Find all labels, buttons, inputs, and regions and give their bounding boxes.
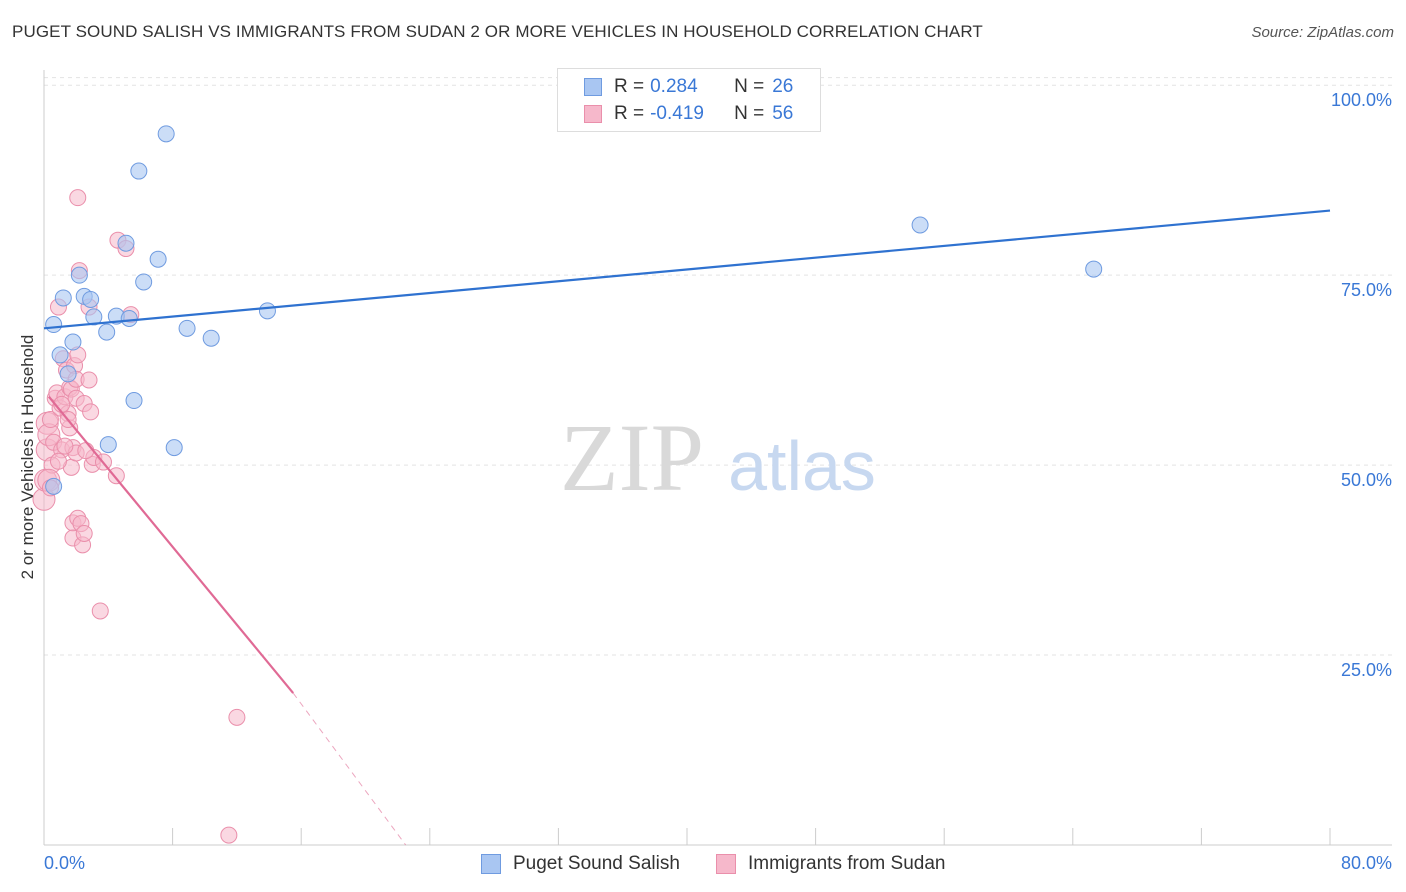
n-value: 56	[772, 102, 794, 124]
legend-label-sudan: Immigrants from Sudan	[748, 853, 946, 874]
data-point-sudan	[220, 826, 238, 844]
data-point-sudan	[77, 442, 95, 460]
data-point-puget	[130, 162, 148, 180]
data-point-sudan	[69, 189, 87, 207]
data-point-sudan	[49, 452, 67, 470]
n-label: N =	[734, 75, 765, 97]
y-tick-label: 100.0%	[1331, 90, 1392, 110]
bottom-legend-puget: Puget Sound Salish	[481, 852, 680, 876]
data-point-puget	[911, 216, 929, 234]
r-label: R =	[614, 75, 645, 97]
data-point-puget	[165, 439, 183, 457]
data-point-sudan	[82, 403, 100, 421]
data-point-puget	[117, 234, 135, 252]
source-credit: Source: ZipAtlas.com	[1251, 24, 1394, 41]
data-point-puget	[125, 392, 143, 410]
series-immigrants-from-sudan	[32, 189, 246, 844]
data-point-sudan	[228, 708, 246, 726]
legend-label-puget: Puget Sound Salish	[513, 853, 680, 874]
data-point-puget	[98, 323, 116, 341]
chart-title: PUGET SOUND SALISH VS IMMIGRANTS FROM SU…	[12, 22, 983, 41]
legend-row-puget: R = 0.284 N = 26	[584, 73, 793, 100]
legend-row-sudan: R = -0.419 N = 56	[584, 100, 793, 127]
data-point-puget	[1085, 260, 1103, 278]
r-label: R =	[614, 102, 645, 124]
data-point-puget	[59, 365, 77, 383]
data-point-puget	[157, 125, 175, 143]
trendline-sudan-extension	[292, 692, 407, 846]
y-tick-label: 50.0%	[1341, 470, 1392, 490]
r-value: -0.419	[650, 102, 704, 124]
watermark-atlas: atlas	[728, 427, 876, 505]
data-point-sudan	[75, 524, 93, 542]
legend-swatch-pink	[716, 854, 736, 874]
correlation-legend: R = 0.284 N = 26 R = -0.419 N = 56	[557, 68, 821, 132]
legend-swatch-blue	[584, 77, 602, 96]
data-point-sudan	[80, 371, 98, 389]
data-point-puget	[45, 316, 63, 334]
watermark: ZIP atlas	[560, 404, 876, 511]
axes	[43, 70, 1392, 846]
data-point-puget	[45, 477, 63, 495]
y-tick-label: 75.0%	[1341, 280, 1392, 300]
bottom-legend-sudan: Immigrants from Sudan	[716, 852, 945, 876]
y-tick-label: 25.0%	[1341, 660, 1392, 680]
data-point-puget	[85, 308, 103, 326]
legend-swatch-pink	[584, 104, 602, 123]
trendlines	[43, 209, 1331, 846]
data-point-puget	[135, 273, 153, 291]
data-point-puget	[64, 333, 82, 351]
data-point-puget	[82, 290, 100, 308]
r-value: 0.284	[650, 75, 698, 97]
data-point-puget	[51, 346, 69, 364]
x-tick-label: 0.0%	[44, 853, 85, 873]
data-point-sudan	[91, 602, 109, 620]
n-value: 26	[772, 75, 794, 97]
legend-swatch-blue	[481, 854, 501, 874]
data-point-sudan	[41, 411, 59, 429]
data-point-sudan	[56, 437, 74, 455]
data-point-puget	[54, 289, 72, 307]
tick-labels: 25.0% 50.0% 75.0% 100.0% 0.0% 80.0%	[44, 90, 1392, 873]
data-point-puget	[99, 436, 117, 454]
x-tick-label: 80.0%	[1341, 853, 1392, 873]
data-point-puget	[202, 329, 220, 347]
gridlines	[44, 77, 1392, 656]
data-point-puget	[178, 319, 196, 337]
data-point-puget	[149, 250, 167, 268]
trendline-puget	[43, 209, 1331, 330]
data-point-puget	[70, 266, 88, 284]
trendline-sudan	[47, 396, 295, 694]
data-point-puget	[258, 302, 276, 320]
data-point-sudan	[107, 467, 125, 485]
n-label: N =	[734, 102, 765, 124]
series-puget-sound-salish	[45, 125, 1103, 495]
watermark-zip: ZIP	[560, 404, 704, 511]
data-point-puget	[120, 309, 138, 327]
